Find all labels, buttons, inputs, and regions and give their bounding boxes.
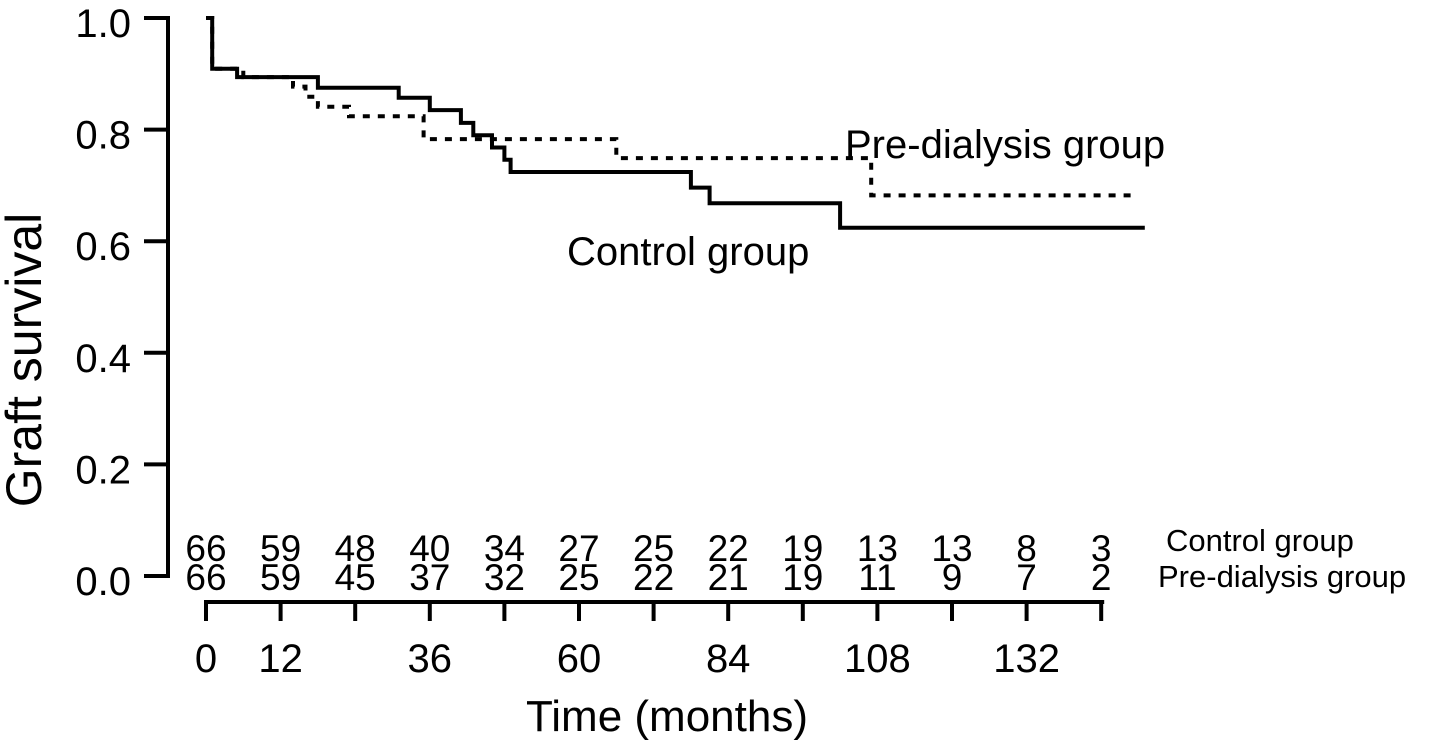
risk-count-pre-dialysis-group: 37: [409, 557, 450, 598]
risk-table-counts: 66 59 48 40 34 27 25 22 19 13 13 8 366 59 45 37 32 25 22 21…: [185, 528, 1111, 598]
risk-count-control-group: 34: [484, 528, 525, 569]
risk-count-control-group: 22: [708, 528, 749, 569]
risk-count-pre-dialysis-group: 45: [335, 557, 376, 598]
risk-count-pre-dialysis-group: 11: [858, 557, 896, 598]
risk-count-pre-dialysis-group: 7: [1016, 557, 1037, 598]
risk-count-control-group: 59: [260, 528, 301, 569]
risk-count-control-group: 27: [558, 528, 599, 569]
risk-row-label-control-group: Control group: [1166, 523, 1354, 558]
y-axis: 0.0 0.2 0.4 0.6 0.8 1.0: [75, 2, 170, 604]
risk-count-control-group: 19: [782, 528, 823, 569]
risk-count-control-group: 13: [931, 528, 972, 569]
risk-count-pre-dialysis-group: 2: [1091, 557, 1112, 598]
x-tick-label: 84: [706, 637, 751, 681]
risk-count-control-group: 3: [1091, 528, 1112, 569]
risk-row-label-pre-dialysis-group: Pre-dialysis group: [1158, 559, 1406, 594]
y-axis-title: Graft survival: [0, 213, 52, 508]
x-tick-label: 0: [195, 637, 217, 681]
risk-count-control-group: 13: [857, 528, 898, 569]
risk-count-control-group: 40: [409, 528, 450, 569]
x-tick-label: 108: [844, 637, 911, 681]
survival-curves: [206, 16, 1145, 230]
y-tick-label: 0.6: [75, 225, 131, 269]
x-tick-label: 36: [408, 637, 453, 681]
y-tick-label: 0.8: [75, 114, 131, 158]
risk-count-pre-dialysis-group: 66: [185, 557, 226, 598]
y-tick-label: 0.4: [75, 337, 131, 381]
curve-pre-dialysis-group: [206, 16, 1139, 198]
x-tick-label: 60: [557, 637, 602, 681]
curve-label-pre-dialysis-group: Pre-dialysis group: [845, 123, 1165, 167]
risk-count-pre-dialysis-group: 32: [484, 557, 525, 598]
risk-count-control-group: 8: [1016, 528, 1037, 569]
risk-count-pre-dialysis-group: 9: [942, 557, 963, 598]
risk-count-pre-dialysis-group: 21: [708, 557, 749, 598]
curve-label-control-group: Control group: [567, 230, 809, 274]
y-tick-label: 1.0: [75, 2, 131, 46]
y-tick-label: 0.2: [75, 448, 131, 492]
x-axis: 0 12 36 60 84 108 132: [195, 600, 1105, 681]
risk-count-pre-dialysis-group: 25: [558, 557, 599, 598]
risk-count-control-group: 66: [185, 528, 226, 569]
risk-count-pre-dialysis-group: 59: [260, 557, 301, 598]
risk-count-control-group: 25: [633, 528, 674, 569]
risk-count-control-group: 48: [335, 528, 376, 569]
y-tick-label: 0.0: [75, 560, 131, 604]
curve-control-group: [206, 16, 1145, 230]
risk-count-pre-dialysis-group: 19: [782, 557, 823, 598]
x-axis-title: Time (months): [526, 692, 808, 741]
risk-count-pre-dialysis-group: 22: [633, 557, 674, 598]
x-tick-label: 132: [993, 637, 1060, 681]
x-tick-label: 12: [258, 637, 303, 681]
